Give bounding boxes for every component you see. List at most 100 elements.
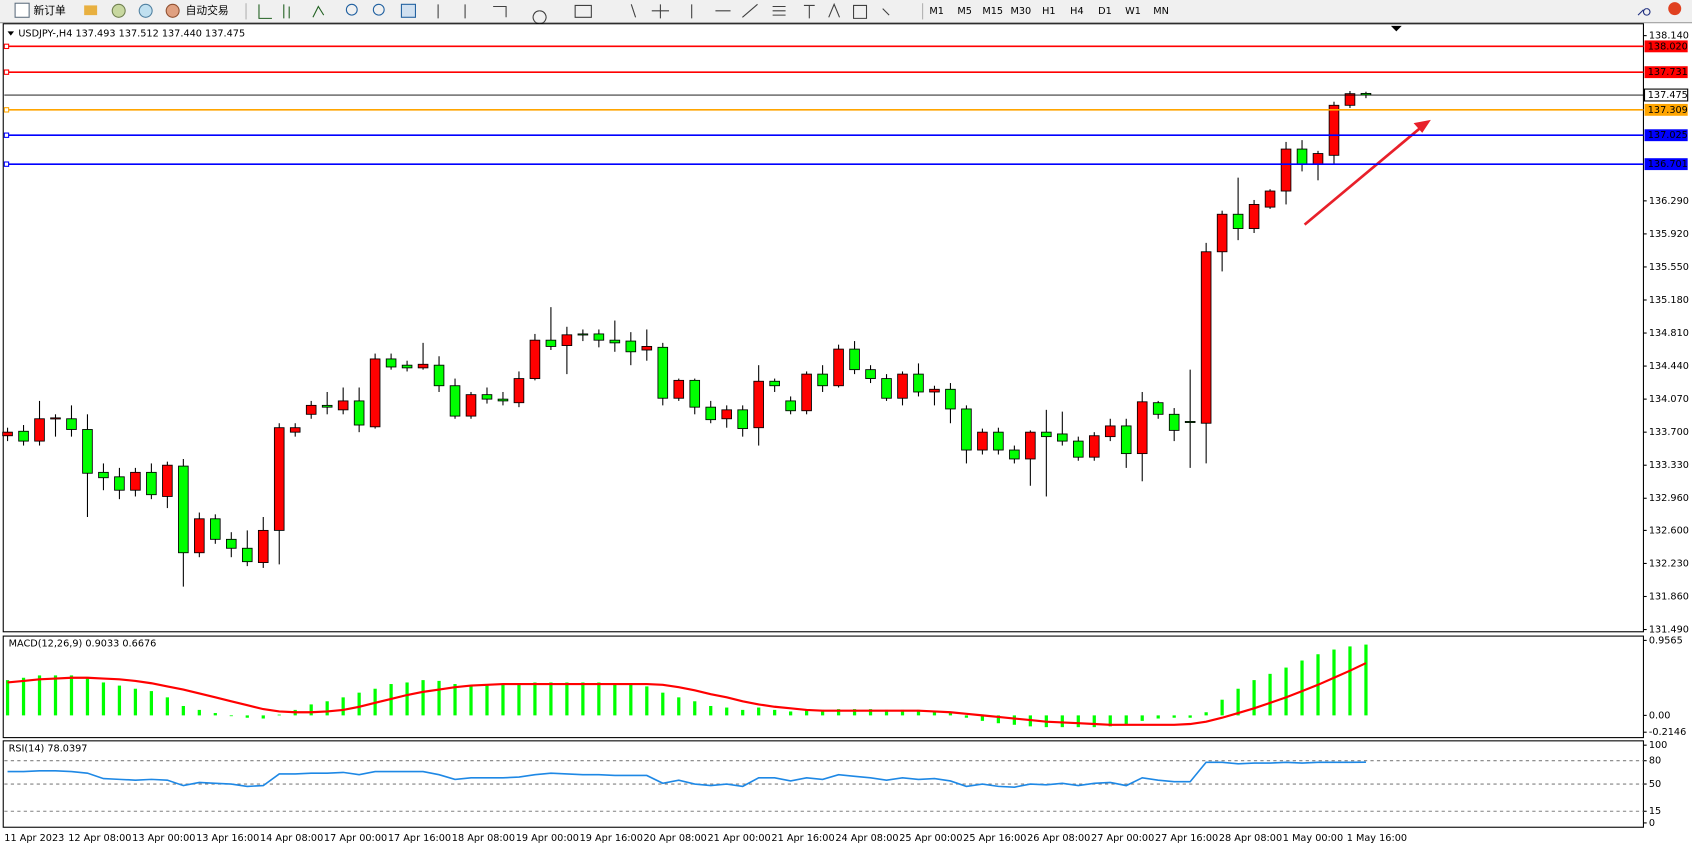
macd-panel [2, 635, 1644, 739]
macd-bar [804, 709, 809, 716]
zoom-in[interactable] [345, 3, 358, 16]
candle-body [1104, 425, 1116, 438]
candle-body [1120, 425, 1132, 455]
y-tick-label: 135.920 [1649, 229, 1689, 240]
macd-bar [245, 715, 249, 718]
candle-body [609, 339, 621, 344]
timeframe-button[interactable]: D1 [1098, 6, 1112, 17]
macd-bar [517, 683, 521, 716]
level-label: 138.020 [1648, 41, 1688, 52]
x-tick-label: 19 Apr 00:00 [516, 833, 579, 844]
macd-bar [757, 707, 761, 716]
candle-body [1088, 435, 1100, 458]
macd-bar [1204, 712, 1208, 716]
zoom-out[interactable] [372, 3, 385, 16]
macd-bar [836, 709, 841, 716]
candle-body [50, 417, 61, 420]
x-tick-label: 19 Apr 16:00 [580, 833, 643, 844]
candle-body [673, 379, 685, 399]
level-label: 137.025 [1648, 130, 1688, 141]
macd-bar [1300, 660, 1304, 716]
macd-bar [1060, 715, 1064, 728]
toolbar-button[interactable]: 自动交易 [186, 4, 229, 17]
icon [111, 3, 126, 18]
candle-body [226, 538, 237, 549]
level-anchor [3, 132, 10, 138]
timeframe-button[interactable]: W1 [1125, 6, 1141, 17]
candle-body [1200, 251, 1212, 424]
macd-bar [693, 701, 697, 716]
timeframe-button[interactable]: M1 [929, 6, 944, 17]
candle-body [1344, 93, 1356, 106]
macd-bar [261, 715, 265, 719]
candle-body [273, 427, 285, 531]
timeframe-button[interactable]: M15 [982, 6, 1003, 17]
candle-body [82, 429, 93, 474]
candle-body [1152, 402, 1164, 415]
macd-bar [277, 714, 281, 716]
candle-body [1328, 104, 1340, 156]
candle-body [257, 529, 269, 563]
notification-icon[interactable] [1668, 2, 1682, 16]
tool-icons [437, 2, 890, 25]
x-tick-label: 27 Apr 00:00 [1091, 833, 1154, 844]
tile-icon[interactable] [400, 3, 416, 18]
candle-body [625, 340, 637, 353]
candle-body [641, 345, 653, 351]
macd-title: MACD(12,26,9) 0.9033 0.6676 [9, 639, 157, 650]
macd-bar [1140, 715, 1144, 721]
candle-body [337, 400, 349, 411]
candle-body [817, 373, 828, 387]
timeframe-button[interactable]: H4 [1070, 6, 1083, 17]
arrow-head [1413, 119, 1431, 133]
candle-body [1136, 401, 1148, 455]
macd-bar [165, 697, 169, 716]
x-tick-label: 12 Apr 08:00 [68, 833, 131, 844]
main-panel [2, 23, 1644, 633]
timeframe-button[interactable]: M30 [1010, 6, 1031, 17]
macd-bar [964, 715, 969, 718]
macd-bar [117, 685, 122, 716]
macd-bar [996, 715, 1001, 724]
candle-body [705, 406, 717, 421]
toolbar-button[interactable]: 新订单 [33, 4, 66, 17]
macd-bar [1172, 715, 1176, 718]
macd-bar [37, 675, 42, 716]
level-label-bg [1644, 40, 1688, 53]
macd-bar [900, 709, 905, 716]
candle-body [993, 431, 1004, 451]
macd-bar [645, 686, 649, 716]
y-tick-label: 135.550 [1649, 262, 1689, 273]
macd-bar [789, 711, 793, 716]
macd-bar [613, 683, 617, 716]
candle-body [130, 471, 141, 491]
macd-bar [1236, 688, 1240, 716]
arrow-annotation [1303, 119, 1431, 226]
candle-body [561, 334, 573, 346]
candle-body [657, 346, 669, 399]
candle-body [737, 409, 748, 430]
candle-body [513, 378, 525, 404]
y-tick-label: 0.00 [1649, 710, 1671, 721]
candle-body [114, 476, 125, 491]
macd-bar [629, 684, 633, 716]
x-tick-label: 21 Apr 00:00 [707, 833, 770, 844]
timeframe-button[interactable]: MN [1153, 6, 1169, 17]
timeframe-button[interactable]: H1 [1042, 6, 1055, 17]
candle-body [881, 378, 892, 399]
macd-bar [773, 709, 777, 716]
candle-body [369, 358, 381, 428]
x-tick-label: 26 Apr 08:00 [1027, 833, 1090, 844]
timeframe-button[interactable]: M5 [957, 6, 972, 17]
new-order-icon [14, 2, 30, 18]
macd-bar [133, 688, 138, 716]
candle-body [769, 380, 780, 387]
search-icon[interactable] [1637, 8, 1651, 16]
candle-body [305, 404, 317, 415]
y-tick-label: 15 [1649, 806, 1661, 817]
x-tick-label: 13 Apr 16:00 [196, 833, 259, 844]
macd-bar [820, 709, 825, 716]
x-tick-label: 20 Apr 08:00 [644, 833, 707, 844]
macd-bar [1268, 673, 1272, 716]
